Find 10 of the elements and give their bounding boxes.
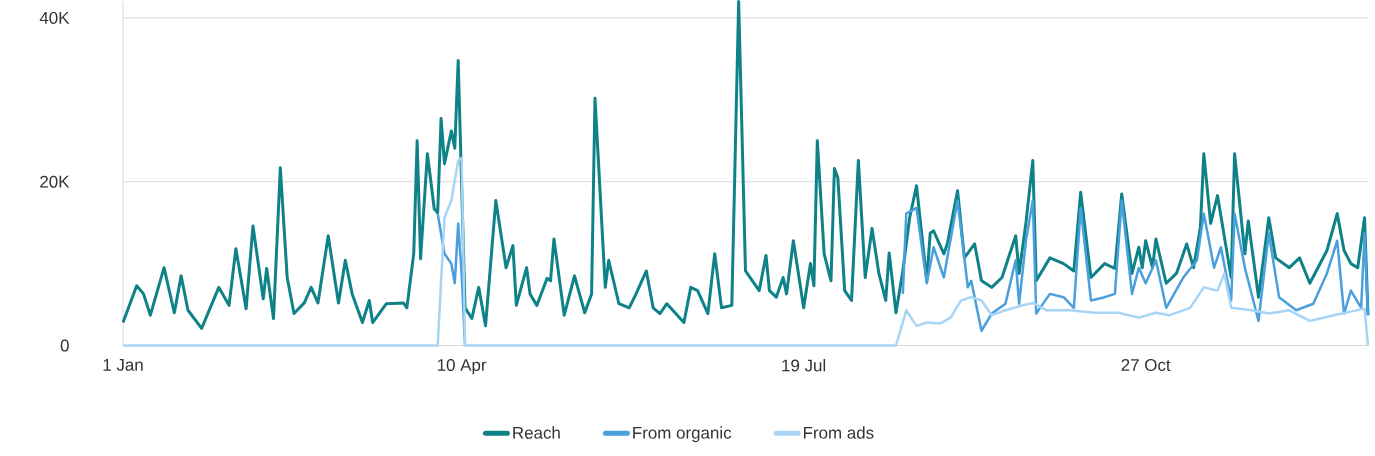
y-tick-label: 20K (40, 175, 70, 188)
y-tick-label: 0 (60, 339, 69, 352)
x-tick-label: 19 Jul (782, 359, 826, 372)
x-tick-label: 1 Jan (103, 359, 143, 372)
x-tick-label: 27 Oct (1121, 359, 1171, 372)
legend-label: Reach (513, 426, 560, 440)
legend-label: From ads (803, 426, 874, 440)
y-tick-label: 40K (39, 12, 70, 25)
x-tick-label: 10 Apr (437, 359, 487, 375)
legend-label: From organic (633, 426, 732, 443)
